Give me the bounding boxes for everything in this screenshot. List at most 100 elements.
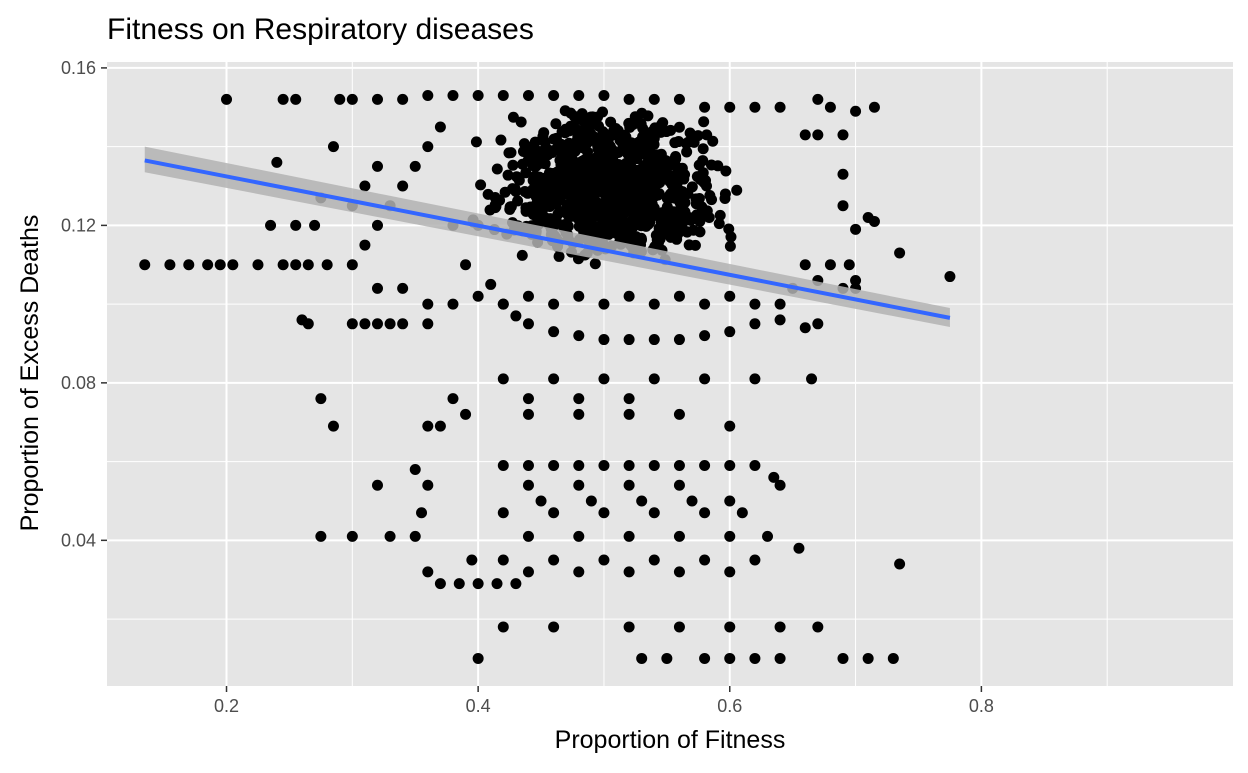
data-point [548, 326, 560, 338]
data-point [227, 259, 239, 271]
data-point [774, 479, 786, 491]
data-point [724, 326, 736, 338]
data-point [673, 530, 685, 542]
data-point [673, 121, 685, 133]
data-point [637, 185, 649, 197]
data-point [635, 234, 647, 246]
data-point [359, 318, 371, 330]
data-point [503, 147, 515, 159]
data-point [397, 318, 409, 330]
data-point [384, 530, 396, 542]
x-axis-label: Proportion of Fitness [555, 726, 786, 754]
scatter-points [139, 89, 956, 664]
data-point [673, 621, 685, 633]
data-point [628, 213, 640, 225]
data-point [315, 393, 327, 405]
data-point [592, 210, 604, 222]
data-point [812, 318, 824, 330]
data-point [531, 197, 543, 209]
data-point [371, 318, 383, 330]
data-point [724, 460, 736, 472]
data-point [522, 393, 534, 405]
data-point [774, 652, 786, 664]
data-point [587, 111, 599, 123]
data-point [762, 530, 774, 542]
data-point [598, 507, 610, 519]
data-point [490, 201, 502, 213]
data-point [569, 198, 581, 210]
data-point [183, 259, 195, 271]
data-point [562, 209, 574, 221]
data-point [698, 116, 710, 128]
data-point [466, 554, 478, 566]
data-point [589, 258, 601, 270]
data-point [529, 170, 541, 182]
data-point [705, 159, 717, 171]
data-point [315, 530, 327, 542]
data-point [497, 89, 509, 101]
data-point [327, 420, 339, 432]
data-point [422, 298, 434, 310]
data-point [472, 652, 484, 664]
data-point [548, 621, 560, 633]
data-point [673, 93, 685, 105]
data-point [650, 229, 662, 241]
data-point [422, 420, 434, 432]
data-point [384, 318, 396, 330]
data-point [824, 101, 836, 113]
data-point [371, 160, 383, 172]
data-point [585, 495, 597, 507]
data-point [749, 554, 761, 566]
chart-title: Fitness on Respiratory diseases [107, 13, 534, 46]
data-point [623, 393, 635, 405]
data-point [522, 408, 534, 420]
data-point [673, 460, 685, 472]
data-point [824, 259, 836, 271]
data-point [559, 219, 571, 231]
data-point [699, 507, 711, 519]
data-point [499, 186, 511, 198]
data-point [485, 278, 497, 290]
data-point [522, 318, 534, 330]
data-point [623, 621, 635, 633]
data-point [527, 160, 539, 172]
data-point [470, 136, 482, 148]
data-point [701, 180, 713, 192]
data-point [850, 274, 862, 286]
data-point [843, 259, 855, 271]
data-point [768, 471, 780, 483]
data-point [724, 652, 736, 664]
data-point [551, 193, 563, 205]
data-point [539, 137, 551, 149]
data-point [596, 161, 608, 173]
data-point [371, 282, 383, 294]
data-point [397, 93, 409, 105]
data-point [724, 290, 736, 302]
data-point [371, 219, 383, 231]
data-point [548, 133, 560, 145]
data-point [510, 185, 522, 197]
data-point [669, 137, 681, 149]
data-point [327, 141, 339, 153]
data-point [643, 209, 655, 221]
data-point [648, 373, 660, 385]
data-point [678, 205, 690, 217]
data-point [774, 101, 786, 113]
data-point [475, 179, 487, 191]
data-point [511, 171, 523, 183]
data-point [670, 151, 682, 163]
data-point [694, 215, 706, 227]
data-point [594, 177, 606, 189]
data-point [850, 105, 862, 117]
data-point [604, 171, 616, 183]
data-point [512, 195, 524, 207]
data-point [290, 259, 302, 271]
data-point [422, 566, 434, 578]
data-point [749, 318, 761, 330]
data-point [774, 621, 786, 633]
data-point [573, 479, 585, 491]
data-point [265, 219, 277, 231]
data-point [277, 93, 289, 105]
